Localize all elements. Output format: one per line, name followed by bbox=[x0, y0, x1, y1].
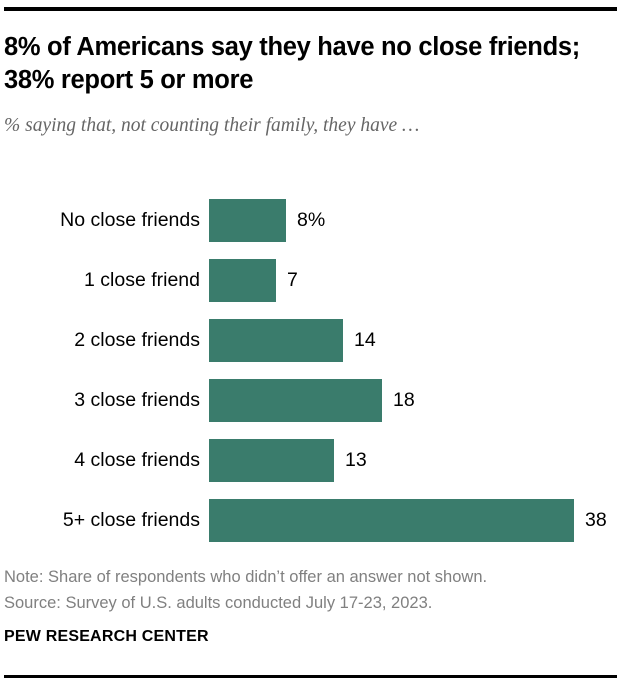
chart-title: 8% of Americans say they have no close f… bbox=[4, 33, 580, 94]
bottom-rule bbox=[4, 674, 617, 678]
bar bbox=[209, 319, 343, 362]
category-label: 1 close friend bbox=[84, 269, 200, 291]
bar bbox=[209, 259, 276, 302]
value-label: 7 bbox=[287, 269, 298, 291]
bar-row: 4 close friends 13 bbox=[4, 439, 616, 482]
value-label: 13 bbox=[345, 449, 367, 471]
value-label: 14 bbox=[354, 329, 376, 351]
bar-row: 5+ close friends 38 bbox=[4, 499, 616, 542]
chart-subtitle: % saying that, not counting their family… bbox=[4, 115, 420, 136]
source-text: Source: Survey of U.S. adults conducted … bbox=[4, 594, 433, 612]
bar bbox=[209, 439, 334, 482]
note-text: Note: Share of respondents who didn’t of… bbox=[4, 568, 488, 586]
value-label: 18 bbox=[393, 389, 415, 411]
brand-wordmark: PEW RESEARCH CENTER bbox=[4, 628, 209, 645]
bar-row: No close friends 8% bbox=[4, 199, 616, 242]
bar bbox=[209, 379, 382, 422]
bar bbox=[209, 499, 574, 542]
value-label: 38 bbox=[585, 509, 607, 531]
category-label: 4 close friends bbox=[74, 449, 200, 471]
bar-row: 1 close friend 7 bbox=[4, 259, 616, 302]
value-label: 8% bbox=[297, 209, 326, 231]
top-rule bbox=[4, 7, 617, 11]
bar-row: 2 close friends 14 bbox=[4, 319, 616, 362]
bar bbox=[209, 199, 286, 242]
footnote-block: Note: Share of respondents who didn’t of… bbox=[4, 564, 616, 616]
category-label: 3 close friends bbox=[74, 389, 200, 411]
category-label: 5+ close friends bbox=[62, 509, 200, 531]
category-label: No close friends bbox=[60, 209, 200, 231]
bar-row: 3 close friends 18 bbox=[4, 379, 616, 422]
category-label: 2 close friends bbox=[74, 329, 200, 351]
bar-chart: No close friends 8% 1 close friend 7 2 close… bbox=[4, 199, 616, 542]
